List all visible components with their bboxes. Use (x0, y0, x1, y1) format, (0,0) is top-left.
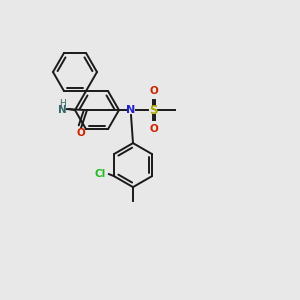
Text: S: S (149, 103, 157, 117)
Text: N: N (126, 105, 136, 115)
Text: H: H (58, 99, 65, 108)
Text: Cl: Cl (94, 169, 106, 179)
Text: O: O (150, 124, 158, 134)
Text: O: O (76, 128, 85, 138)
Text: N: N (58, 105, 66, 115)
Text: O: O (150, 86, 158, 96)
